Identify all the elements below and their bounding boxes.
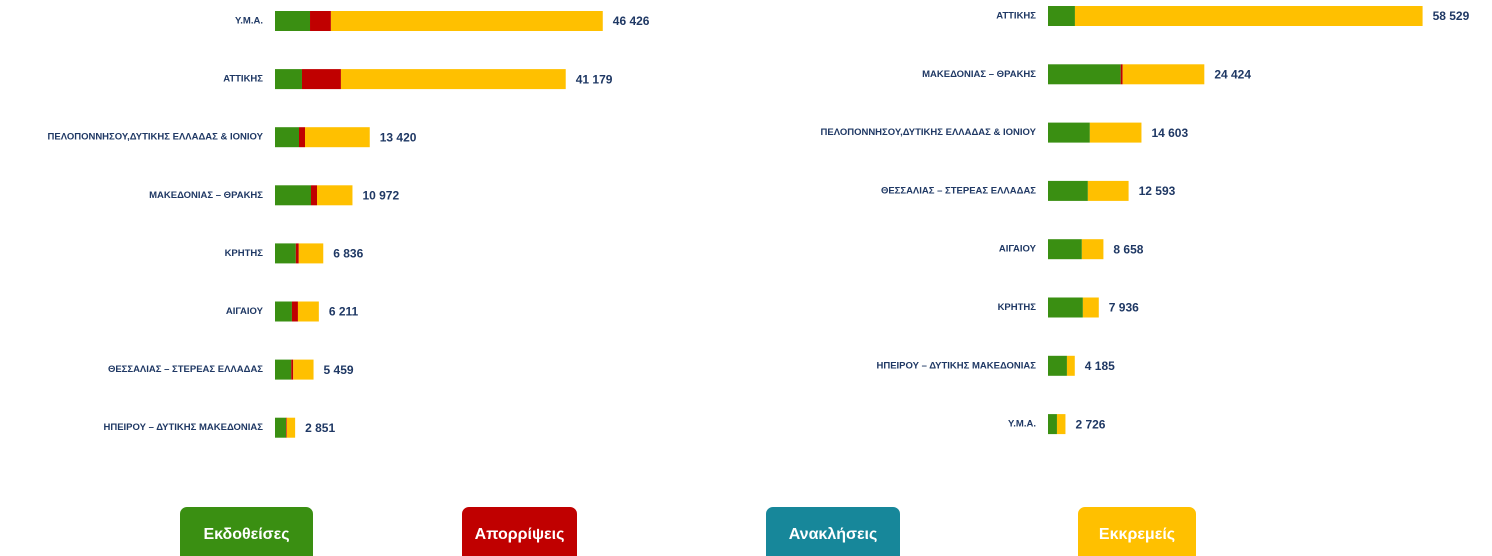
bar-segment xyxy=(275,301,292,322)
bar-segment xyxy=(1048,239,1082,260)
bar-segment xyxy=(1066,355,1075,376)
category-label: ΚΡΗΤΗΣ xyxy=(225,248,264,259)
bar-segment xyxy=(311,185,318,206)
total-label: 46 426 xyxy=(613,14,650,28)
total-label: 6 211 xyxy=(329,305,359,319)
total-label: 7 936 xyxy=(1109,301,1139,315)
total-label: 14 603 xyxy=(1151,126,1188,140)
bar-segment xyxy=(330,11,603,31)
bar-segment xyxy=(1120,64,1123,85)
bar-segment xyxy=(1048,297,1083,318)
bar-segment xyxy=(317,185,353,206)
bar-segment xyxy=(1082,297,1099,318)
category-label: ΗΠΕΙΡΟΥ – ΔΥΤΙΚΗΣ ΜΑΚΕΔΟΝΙΑΣ xyxy=(876,360,1036,371)
legend-label: Ανακλήσεις xyxy=(789,526,878,543)
bar-segment xyxy=(275,127,300,148)
legend-swatch xyxy=(180,507,313,556)
bar-segment xyxy=(275,359,292,380)
total-label: 13 420 xyxy=(380,130,417,144)
total-label: 8 658 xyxy=(1113,242,1143,256)
bar-segment xyxy=(275,185,312,206)
bar-segment xyxy=(275,417,287,438)
bar-segment xyxy=(298,243,324,264)
category-label: ΜΑΚΕΔΟΝΙΑΣ – ΘΡΑΚΗΣ xyxy=(149,190,263,201)
bar-segment xyxy=(1122,64,1205,85)
bar-segment xyxy=(275,69,302,90)
bar-segment xyxy=(275,243,296,264)
bar-segment xyxy=(293,359,314,380)
total-label: 58 529 xyxy=(1433,9,1470,23)
bar-segment xyxy=(291,359,294,380)
bar-segment xyxy=(1048,180,1088,201)
category-label: ΑΤΤΙΚΗΣ xyxy=(996,11,1036,22)
legend-swatch xyxy=(462,507,577,556)
total-label: 6 836 xyxy=(333,247,363,261)
category-label: ΗΠΕΙΡΟΥ – ΔΥΤΙΚΗΣ ΜΑΚΕΔΟΝΙΑΣ xyxy=(103,422,263,433)
legend-label: Εκκρεμείς xyxy=(1099,526,1175,543)
category-label: ΜΑΚΕΔΟΝΙΑΣ – ΘΡΑΚΗΣ xyxy=(922,69,1036,80)
bar-segment xyxy=(1087,180,1129,201)
bar-segment xyxy=(299,127,306,148)
bar-segment xyxy=(295,243,299,264)
bar-segment xyxy=(286,417,287,438)
total-label: 4 185 xyxy=(1085,359,1115,373)
bar-segment xyxy=(291,301,298,322)
category-label: ΘΕΣΣΑΛΙΑΣ – ΣΤΕΡΕΑΣ ΕΛΛΑΔΑΣ xyxy=(108,364,263,375)
category-label: Υ.Μ.Α. xyxy=(1008,419,1036,430)
bar-segment xyxy=(1089,122,1142,143)
total-label: 24 424 xyxy=(1214,67,1251,81)
legend-label: Απορρίψεις xyxy=(475,526,565,543)
bar-segment xyxy=(275,11,311,31)
bar-segment xyxy=(305,127,370,148)
bar-segment xyxy=(1048,355,1067,376)
bar-segment xyxy=(310,11,331,31)
category-label: ΑΤΤΙΚΗΣ xyxy=(223,74,263,85)
bar-segment xyxy=(1048,6,1075,26)
total-label: 5 459 xyxy=(324,363,354,377)
legend-label: Εκδοθείσες xyxy=(203,526,289,543)
bar-segment xyxy=(1048,414,1057,435)
legend-swatch xyxy=(1078,507,1196,556)
bar-segment xyxy=(286,417,296,438)
category-label: ΑΙΓΑΙΟΥ xyxy=(999,244,1037,255)
category-label: ΑΙΓΑΙΟΥ xyxy=(226,306,264,317)
bar-segment xyxy=(301,69,341,90)
total-label: 12 593 xyxy=(1139,184,1176,198)
total-label: 2 851 xyxy=(305,421,335,435)
total-label: 2 726 xyxy=(1075,417,1105,431)
category-label: ΘΕΣΣΑΛΙΑΣ – ΣΤΕΡΕΑΣ ΕΛΛΑΔΑΣ xyxy=(881,185,1036,196)
bar-segment xyxy=(1048,122,1090,143)
legend-swatch xyxy=(766,507,900,556)
bar-segment xyxy=(1074,6,1423,26)
total-label: 10 972 xyxy=(362,188,399,202)
category-label: ΠΕΛΟΠΟΝΝΗΣΟΥ,ΔΥΤΙΚΗΣ ΕΛΛΑΔΑΣ & ΙΟΝΙΟΥ xyxy=(48,132,264,143)
category-label: ΚΡΗΤΗΣ xyxy=(998,302,1037,313)
bar-segment xyxy=(1081,239,1104,260)
total-label: 41 179 xyxy=(576,72,613,86)
bar-segment xyxy=(340,69,566,90)
bar-segment xyxy=(1048,64,1121,85)
category-label: Υ.Μ.Α. xyxy=(235,16,263,27)
bar-segment xyxy=(297,301,319,322)
bar-segment xyxy=(1056,414,1066,435)
category-label: ΠΕΛΟΠΟΝΝΗΣΟΥ,ΔΥΤΙΚΗΣ ΕΛΛΑΔΑΣ & ΙΟΝΙΟΥ xyxy=(821,127,1037,138)
